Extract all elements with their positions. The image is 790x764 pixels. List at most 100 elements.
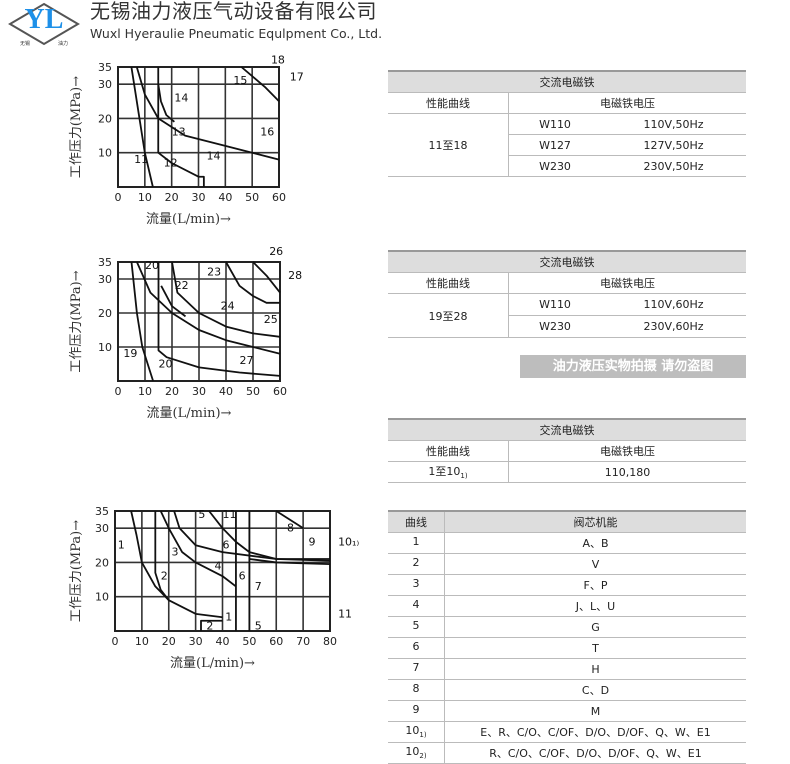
curve-number: 2 xyxy=(388,553,445,575)
curve xyxy=(130,510,223,619)
spool-function: V xyxy=(444,553,746,575)
y-axis-label: 工作压力(MPa)→ xyxy=(69,270,84,372)
cell: 110V,60Hz xyxy=(601,293,746,316)
curve xyxy=(240,66,280,102)
cell: W230 xyxy=(508,315,601,338)
y-tick-label: 10 xyxy=(98,147,112,160)
curve-number: 6 xyxy=(388,637,445,659)
spool-function: J、L、U xyxy=(444,595,746,617)
curve-label: 23 xyxy=(207,266,221,279)
x-tick-label: 60 xyxy=(269,635,283,648)
curve-range: 11至18 xyxy=(388,113,509,177)
col-header: 电磁铁电压 xyxy=(508,92,746,114)
footnote-mark: 1) xyxy=(460,472,468,481)
table-row: 102) R、C/O、C/OF、D/O、D/OF、Q、W、E1 xyxy=(388,742,746,764)
curve xyxy=(130,261,154,382)
curve-label: 10₁₎ xyxy=(338,535,359,548)
x-tick-label: 80 xyxy=(323,635,337,648)
x-tick-label: 50 xyxy=(242,635,256,648)
footnote-mark: 2) xyxy=(419,752,427,761)
curve-label: 26 xyxy=(269,245,283,258)
curve-number-text: 10 xyxy=(405,745,420,759)
curve-label: 13 xyxy=(172,126,186,139)
curve-label: 14 xyxy=(207,150,221,163)
plot-frame xyxy=(114,510,331,632)
curve-number: 5 xyxy=(388,616,445,638)
spool-function: M xyxy=(444,700,746,722)
cell: W110 xyxy=(508,293,601,316)
curve-number: 4 xyxy=(388,595,445,617)
cell: 230V,50Hz xyxy=(601,155,746,177)
y-tick-label: 30 xyxy=(98,273,112,286)
x-tick-label: 0 xyxy=(115,385,122,398)
plot-frame xyxy=(117,261,281,382)
x-tick-label: 30 xyxy=(189,635,203,648)
table-ac-solenoid-11-18: 交流电磁铁 性能曲线 电磁铁电压 11至18 W110 110V,50Hz W127 1… xyxy=(388,70,746,177)
curve-label: 28 xyxy=(288,269,302,282)
curve-label: 18 xyxy=(271,54,285,67)
curve xyxy=(208,510,330,560)
curve-label: 12 xyxy=(164,156,178,169)
cell: 127V,50Hz xyxy=(601,134,746,156)
curve xyxy=(157,262,281,377)
curve xyxy=(225,261,280,304)
col-header: 曲线 xyxy=(388,510,445,533)
curve xyxy=(130,66,154,188)
x-tick-label: 50 xyxy=(245,191,259,204)
curve-label: 7 xyxy=(255,580,262,593)
col-header: 电磁铁电压 xyxy=(508,440,746,462)
col-header: 电磁铁电压 xyxy=(508,272,746,294)
curve-label: 3 xyxy=(171,546,178,559)
curve-label: 4 xyxy=(214,559,221,572)
table-row: 1 A、B xyxy=(388,532,746,554)
x-tick-label: 30 xyxy=(192,191,206,204)
y-tick-label: 20 xyxy=(95,556,109,569)
curve-number-text: 6 xyxy=(412,640,420,654)
curve-label: 2 xyxy=(161,570,168,583)
curve-label: 17 xyxy=(290,71,304,84)
chart-curves-11-18: 0 10 20 30 40 50 60 10 20 30 35 11 12 13 14 14 15 16 18 17 流… xyxy=(69,54,304,227)
y-tick-label: 20 xyxy=(98,112,112,125)
curve-label: 11 xyxy=(338,607,352,620)
table-row: 8 C、D xyxy=(388,679,746,701)
curve-label: 25 xyxy=(264,313,278,326)
x-tick-label: 10 xyxy=(138,385,152,398)
x-tick-label: 50 xyxy=(246,385,260,398)
y-tick-label: 35 xyxy=(98,61,112,74)
y-tick-label: 30 xyxy=(95,522,109,535)
col-header: 性能曲线 xyxy=(388,272,509,294)
x-tick-label: 20 xyxy=(165,385,179,398)
spool-function: R、C/O、C/OF、D/O、D/OF、Q、W、E1 xyxy=(444,742,746,764)
company-name-en: Wuxl Hyeraulie Pneumatic Equlpment Co., … xyxy=(90,26,383,41)
curve-number: 7 xyxy=(388,658,445,680)
y-tick-label: 30 xyxy=(98,78,112,91)
y-tick-label: 10 xyxy=(98,341,112,354)
curve-number-text: 4 xyxy=(412,598,420,612)
curve-number: 9 xyxy=(388,700,445,722)
curve xyxy=(157,84,175,123)
curve-label: 22 xyxy=(175,279,189,292)
col-header: 性能曲线 xyxy=(388,440,509,462)
table-ac-solenoid-1-10: 交流电磁铁 性能曲线 电磁铁电压 1至101) 110,180 xyxy=(388,418,746,483)
table-title: 交流电磁铁 xyxy=(388,70,746,93)
curve-range-text: 1至10 xyxy=(428,465,461,479)
curve xyxy=(159,510,237,588)
table-title: 交流电磁铁 xyxy=(388,418,746,441)
x-tick-label: 0 xyxy=(112,635,119,648)
curve-number-text: 5 xyxy=(412,619,420,633)
curve-label: 20 xyxy=(145,259,159,272)
curve-number-text: 3 xyxy=(412,577,420,591)
y-tick-label: 35 xyxy=(98,256,112,269)
table-row: 101) E、R、C/O、C/OF、D/O、D/OF、Q、W、E1 xyxy=(388,721,746,743)
x-tick-label: 0 xyxy=(115,191,122,204)
x-tick-label: 60 xyxy=(272,191,286,204)
curve-label: 5 xyxy=(198,508,205,521)
curve-label: 2 xyxy=(206,619,213,632)
x-tick-label: 40 xyxy=(218,191,232,204)
footnote-mark: 1) xyxy=(419,731,427,740)
y-tick-label: 10 xyxy=(95,591,109,604)
svg-text:YL: YL xyxy=(25,4,64,35)
curve-label: 24 xyxy=(221,300,235,313)
